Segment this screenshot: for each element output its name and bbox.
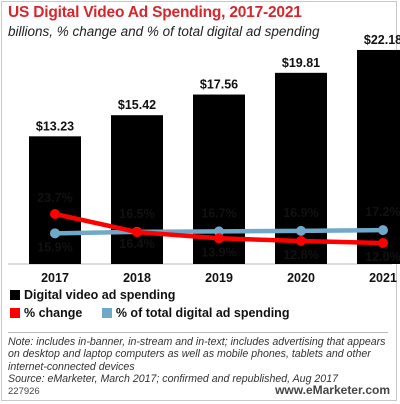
change-point-2019: [214, 233, 224, 244]
labels-group: $13.23 2017 $15.42 2018 $17.56 2019 $19.81 2020…: [36, 33, 400, 285]
chart-plot: $13.23 2017 $15.42 2018 $17.56 2019 $19.81 2020…: [8, 33, 400, 285]
x-tick-label-2018: 2018: [123, 271, 151, 285]
legend-swatch-change: [10, 308, 20, 318]
share-point-2019: [214, 226, 224, 237]
bar-value-label-2019: $17.56: [200, 78, 238, 92]
brand-logo: www.eMarketer.com: [275, 383, 390, 397]
change-value-label-2017: 23.7%: [37, 191, 72, 205]
share-value-label-2021: 17.2%: [365, 205, 400, 219]
change-point-2017: [50, 209, 60, 219]
bar-value-label-2021: $22.18: [364, 33, 400, 47]
legend-swatch-bars: [10, 290, 20, 300]
change-point-2020: [296, 236, 306, 247]
lines-group: [50, 209, 388, 248]
change-point-2021: [378, 238, 388, 248]
legend-item-change: % change: [10, 306, 82, 320]
bar-value-label-2018: $15.42: [118, 98, 156, 112]
x-tick-label-2017: 2017: [41, 271, 69, 285]
bar-value-label-2017: $13.23: [36, 119, 74, 133]
chart-id: 227926: [8, 386, 40, 397]
note-text: Note: includes in-banner, in-stream and …: [8, 336, 386, 373]
bar-2017: [29, 136, 81, 264]
share-value-label-2020: 16.9%: [283, 206, 318, 220]
legend-label-share: % of total digital ad spending: [115, 306, 290, 320]
change-value-label-2020: 12.8%: [283, 248, 318, 262]
bar-2018: [111, 115, 163, 265]
x-tick-label-2021: 2021: [369, 271, 397, 285]
share-point-2017: [50, 228, 60, 239]
share-value-label-2018: 16.5%: [119, 207, 154, 221]
legend-label-change: % change: [24, 306, 83, 320]
share-point-2021: [378, 225, 388, 236]
legend-item-share: % of total digital ad spending: [101, 306, 290, 320]
bar-value-label-2020: $19.81: [282, 56, 320, 70]
share-value-label-2019: 16.7%: [201, 206, 236, 220]
legend-row-2: % change % of total digital ad spending: [10, 306, 305, 320]
chart-title: US Digital Video Ad Spending, 2017-2021: [8, 4, 302, 21]
share-value-label-2017: 15.9%: [37, 240, 72, 254]
chart-subtitle: billions, % change and % of total digita…: [8, 24, 320, 39]
source-text: Source: eMarketer, March 2017; confirmed…: [8, 373, 338, 386]
change-value-label-2019: 13.9%: [201, 245, 236, 259]
x-tick-label-2019: 2019: [205, 271, 233, 285]
note-divider: [8, 332, 388, 333]
change-point-2018: [132, 227, 142, 238]
change-value-label-2018: 16.4%: [119, 237, 154, 251]
legend-swatch-share: [101, 308, 112, 318]
x-tick-label-2020: 2020: [287, 271, 315, 285]
chart-note: Note: includes in-banner, in-stream and …: [8, 336, 393, 386]
legend-item-bars: Digital video ad spending: [10, 288, 175, 302]
legend-label-bars: Digital video ad spending: [24, 288, 176, 302]
legend-row-1: Digital video ad spending: [10, 288, 191, 302]
share-point-2020: [296, 225, 306, 236]
change-value-label-2021: 12.0%: [365, 250, 400, 264]
